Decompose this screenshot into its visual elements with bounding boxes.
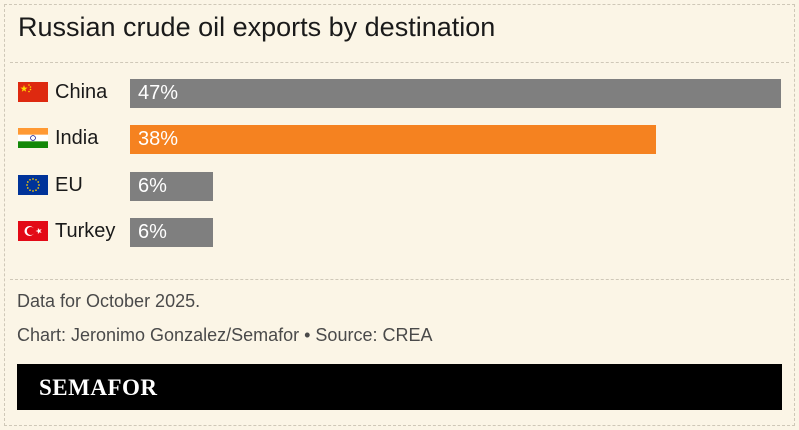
china-flag-icon — [18, 82, 48, 102]
bar-india — [130, 125, 657, 155]
top-divider — [10, 62, 789, 63]
category-label-eu: EU — [55, 173, 83, 196]
value-label-china: 47% — [138, 82, 179, 104]
bottom-divider — [10, 279, 789, 280]
footer-bar: SEMAFOR — [17, 364, 782, 410]
india-flag-icon — [18, 128, 48, 149]
bar-turkey — [130, 217, 214, 247]
value-label-eu: 6% — [138, 174, 167, 197]
chart-credit: Chart: Jeronimo Gonzalez/Semafor • Sourc… — [17, 325, 433, 345]
value-label-turkey: 6% — [138, 220, 167, 243]
data-note: Data for October 2025. — [17, 291, 201, 311]
category-label-china: China — [55, 81, 108, 103]
semafor-logo: SEMAFOR — [39, 375, 158, 400]
category-label-turkey: Turkey — [55, 219, 116, 242]
bar-china — [130, 79, 781, 108]
bar-eu — [130, 171, 214, 201]
value-label-india: 38% — [138, 128, 179, 151]
chart-frame — [4, 4, 795, 426]
category-label-india: India — [55, 127, 99, 150]
chart-title: Russian crude oil exports by destination — [18, 12, 496, 42]
eu-flag-icon — [18, 174, 48, 195]
turkey-flag-icon — [18, 220, 48, 241]
